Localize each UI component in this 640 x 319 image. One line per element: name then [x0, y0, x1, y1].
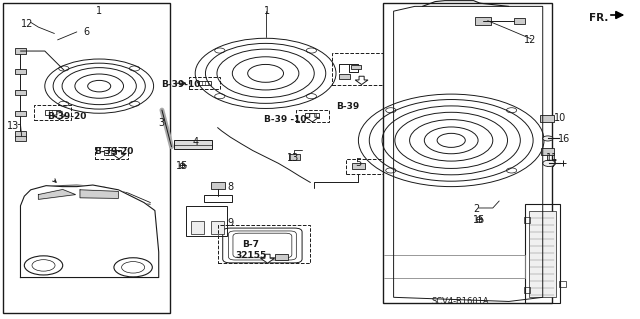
Bar: [34, 105, 71, 120]
Bar: [104, 150, 118, 155]
Bar: [204, 195, 232, 202]
Bar: [351, 64, 361, 69]
Polygon shape: [80, 190, 118, 198]
Bar: [305, 113, 319, 118]
Bar: [174, 140, 212, 149]
Bar: [529, 211, 556, 297]
Bar: [211, 221, 224, 234]
Polygon shape: [53, 111, 66, 120]
Text: B-39: B-39: [336, 102, 359, 111]
Bar: [15, 69, 26, 74]
Text: 6: 6: [83, 27, 90, 37]
Bar: [15, 90, 26, 95]
Text: 11: 11: [545, 153, 558, 163]
Bar: [352, 163, 365, 169]
Text: 32155: 32155: [236, 251, 266, 260]
Polygon shape: [38, 189, 76, 199]
Bar: [211, 182, 225, 189]
Text: 7: 7: [550, 159, 557, 169]
Bar: [332, 53, 386, 85]
Text: B-39-20: B-39-20: [94, 147, 134, 156]
Text: 16: 16: [558, 134, 571, 144]
Text: 4: 4: [192, 137, 198, 147]
Bar: [524, 217, 530, 223]
Bar: [275, 254, 288, 260]
Bar: [559, 281, 566, 287]
Text: 5: 5: [355, 158, 362, 168]
Bar: [218, 225, 310, 263]
Text: 13: 13: [287, 153, 300, 163]
Polygon shape: [260, 254, 275, 263]
Bar: [15, 111, 26, 116]
Bar: [540, 115, 554, 122]
Bar: [514, 18, 525, 24]
Text: B-7: B-7: [243, 240, 259, 249]
Bar: [189, 77, 220, 89]
Bar: [15, 48, 26, 54]
Polygon shape: [355, 76, 368, 85]
Circle shape: [543, 136, 553, 141]
Bar: [191, 221, 204, 234]
Bar: [476, 17, 492, 25]
Text: 3: 3: [158, 118, 164, 128]
Bar: [15, 131, 26, 137]
Bar: [198, 81, 211, 85]
Polygon shape: [113, 151, 125, 159]
Polygon shape: [20, 185, 159, 278]
Text: 1: 1: [264, 6, 270, 16]
Text: B-39-10: B-39-10: [161, 80, 201, 89]
Polygon shape: [383, 3, 552, 303]
Bar: [289, 154, 300, 160]
Bar: [339, 74, 350, 79]
Text: 13: 13: [6, 121, 19, 131]
Text: 12: 12: [21, 19, 34, 29]
Text: B-39 -10: B-39 -10: [264, 115, 306, 124]
Bar: [346, 159, 387, 174]
Text: 8: 8: [227, 182, 234, 192]
Circle shape: [114, 258, 152, 277]
Text: 15: 15: [176, 161, 189, 171]
Bar: [541, 148, 554, 155]
Text: B-39-20: B-39-20: [47, 112, 87, 121]
Polygon shape: [306, 114, 319, 122]
Bar: [24, 242, 36, 255]
Text: 9: 9: [227, 218, 234, 228]
Text: 15: 15: [472, 215, 485, 225]
Text: SCV4-B1601A: SCV4-B1601A: [432, 297, 490, 306]
Text: 10: 10: [554, 113, 566, 123]
Bar: [524, 287, 530, 293]
Text: 12: 12: [524, 35, 536, 45]
Bar: [296, 110, 329, 122]
Text: 1: 1: [96, 6, 102, 16]
Circle shape: [543, 160, 556, 167]
Bar: [186, 206, 227, 236]
Bar: [15, 136, 26, 141]
Text: 2: 2: [474, 204, 480, 214]
Bar: [70, 214, 102, 233]
Bar: [45, 110, 60, 115]
Bar: [95, 147, 128, 159]
Circle shape: [24, 256, 63, 275]
Text: FR.: FR.: [589, 12, 608, 23]
Bar: [3, 3, 170, 313]
Bar: [525, 204, 560, 303]
